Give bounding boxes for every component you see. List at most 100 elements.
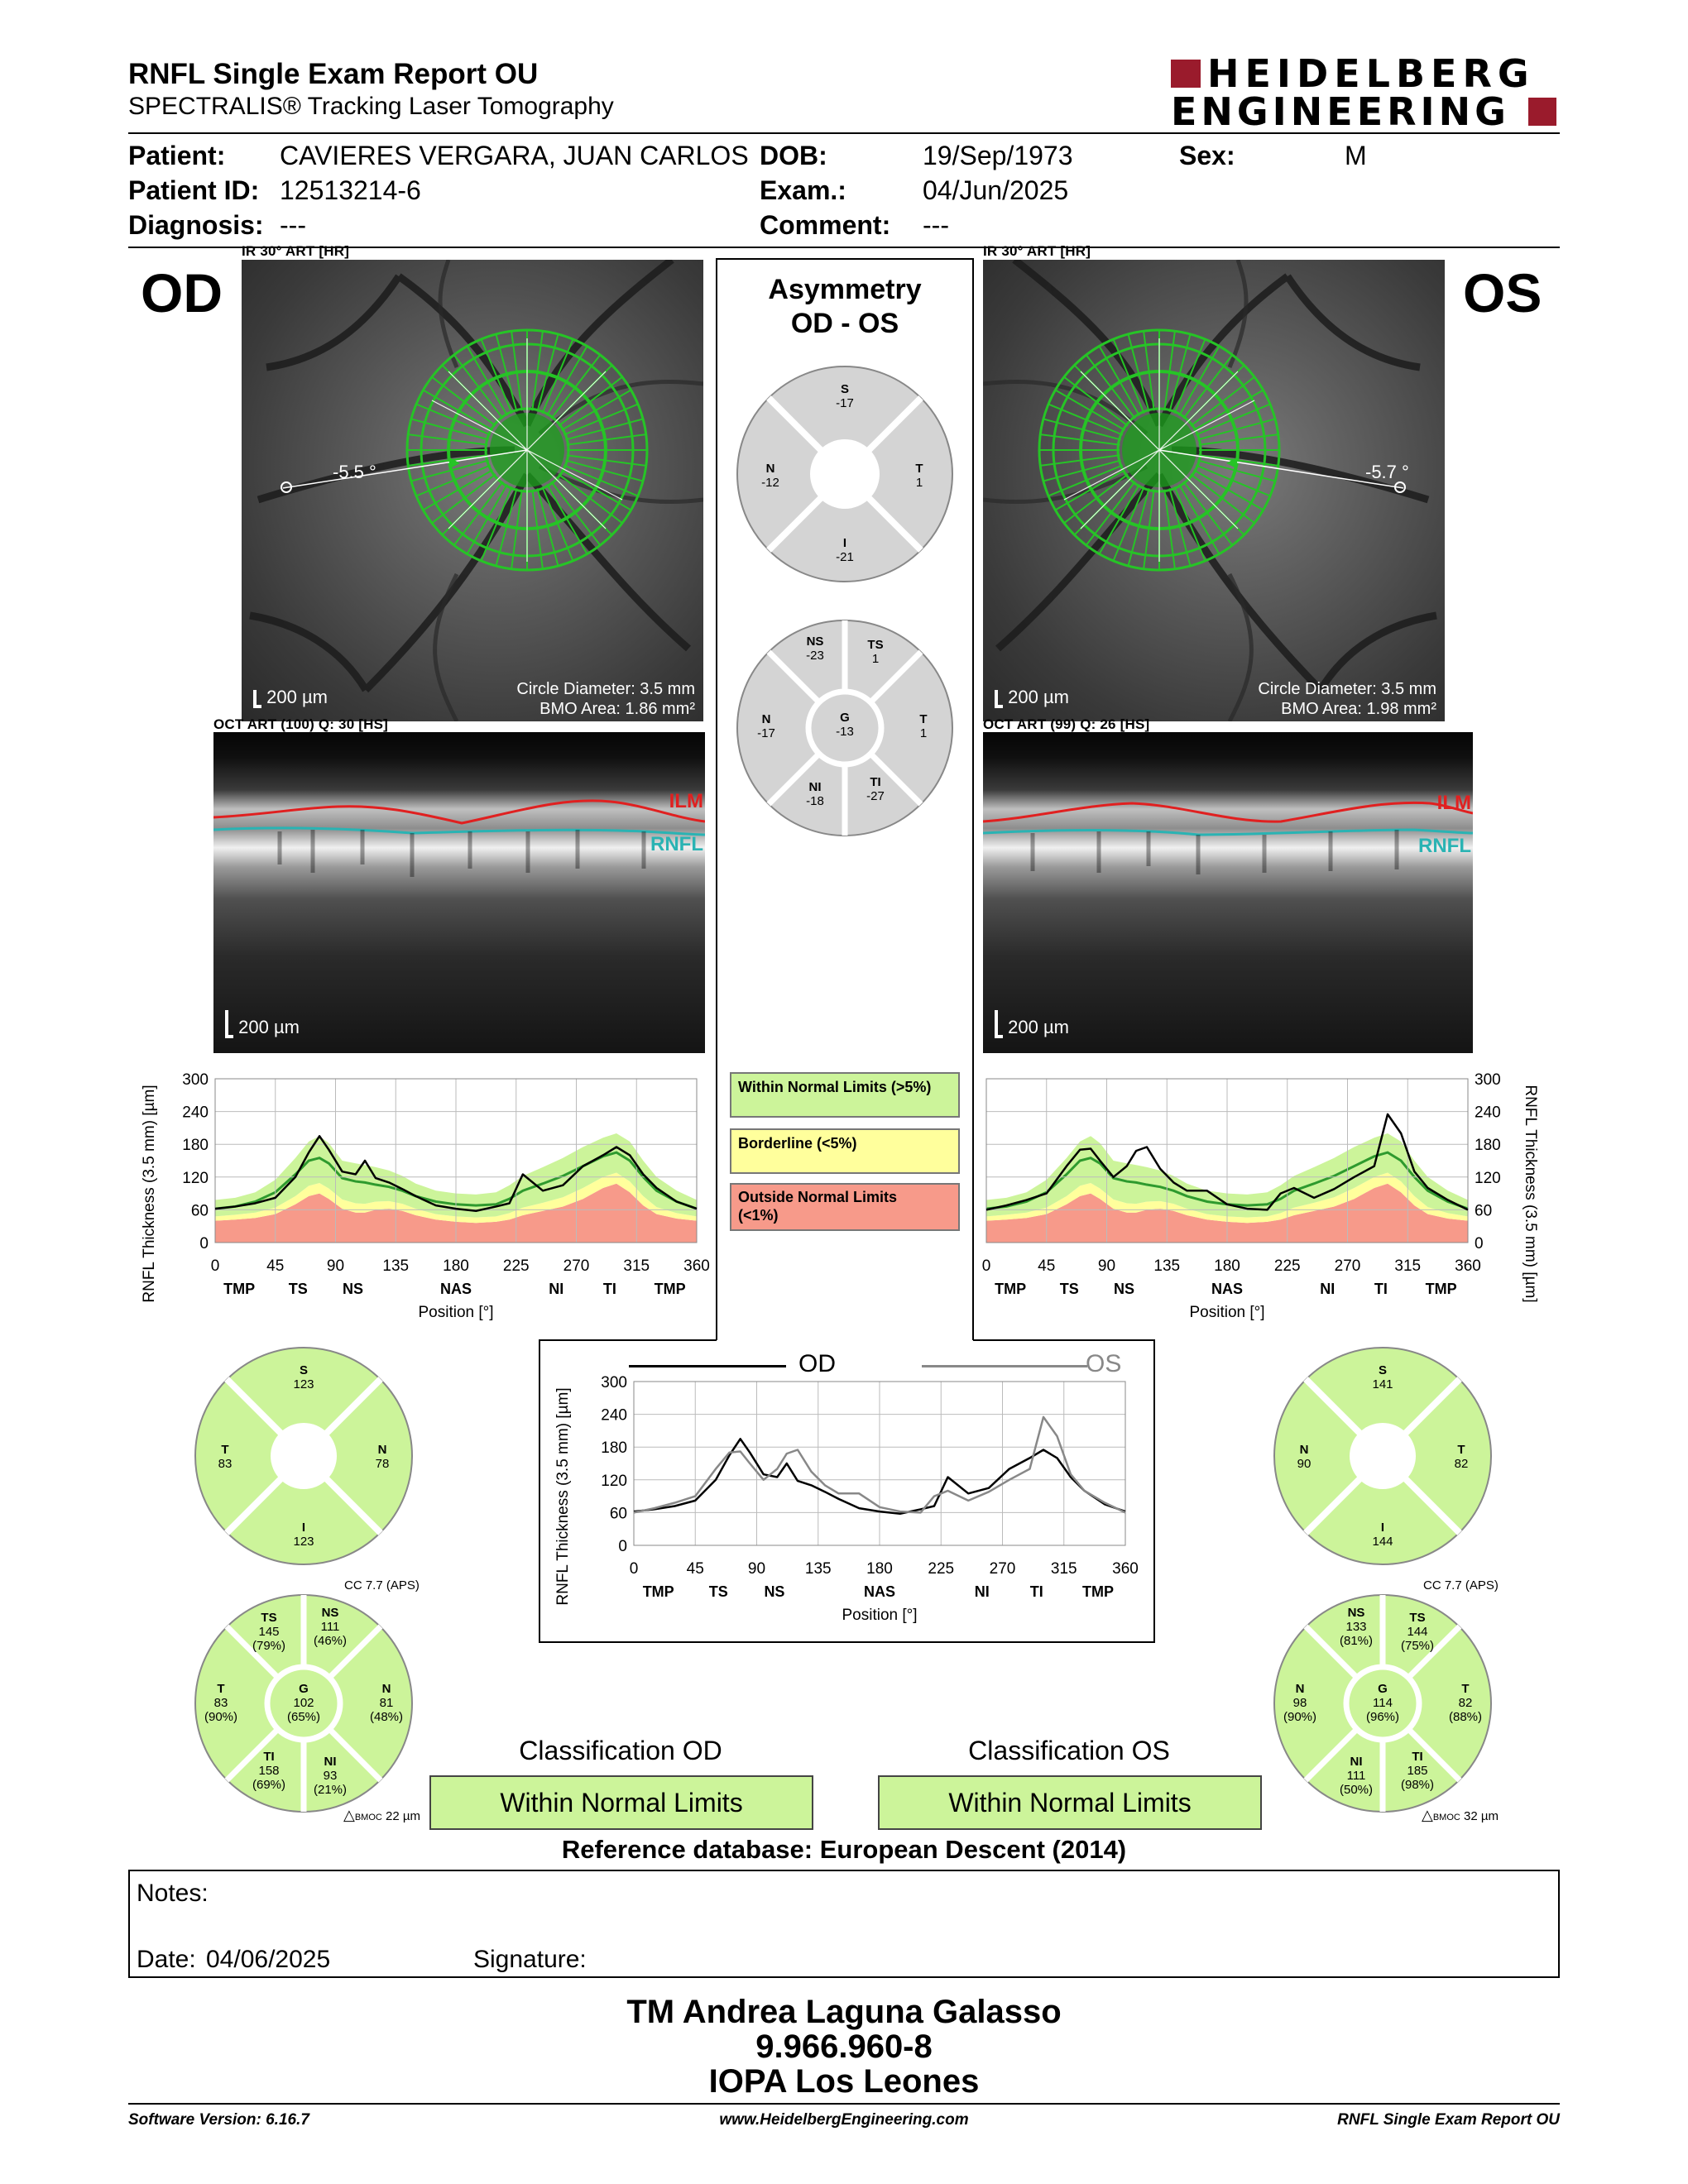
od-cc-label: CC 7.7 (APS): [344, 1578, 420, 1592]
x-tick-label: 0: [630, 1560, 639, 1578]
scan-ray: [1193, 389, 1264, 431]
x-tick-label: 270: [990, 1560, 1016, 1578]
dob-label: DOB:: [760, 141, 827, 170]
ou-legend-od-label: OD: [798, 1350, 836, 1377]
od-q-n: N 78: [375, 1443, 390, 1471]
asym-s-n: N -17: [757, 712, 775, 740]
od-s-ni-pct: (21%): [313, 1783, 347, 1797]
od-s-ns-value: 111: [320, 1620, 340, 1634]
asym-s-ns-value: -23: [806, 649, 824, 663]
notes-box[interactable]: Notes: Date: 04/06/2025 Signature:: [128, 1870, 1560, 1978]
ou-legend-os-line: [922, 1365, 1087, 1367]
scan-ray: [1190, 473, 1255, 524]
scan-ray: [1112, 338, 1145, 414]
y-tick-label: 180: [182, 1137, 209, 1154]
scan-ray: [1197, 418, 1276, 441]
od-s-n: N 81 (48%): [369, 1682, 403, 1724]
scan-ray: [410, 418, 489, 441]
comment-value: ---: [923, 210, 949, 240]
classification-od-box: Within Normal Limits: [429, 1775, 813, 1830]
scan-ray: [1040, 454, 1120, 467]
delta-icon: △: [1422, 1807, 1433, 1823]
os-s-g-value: 114: [1373, 1696, 1393, 1710]
region-label: TMP: [1426, 1281, 1457, 1297]
region-label: NAS: [440, 1281, 472, 1297]
os-s-ni-pct: (50%): [1339, 1783, 1373, 1797]
od-s-ni-value: 93: [323, 1769, 338, 1783]
scan-ray: [536, 488, 559, 567]
os-oct-scale-bar-icon: [995, 1010, 1003, 1038]
signer-id: 9.966.960-8: [755, 2028, 933, 2065]
scan-ray: [563, 464, 639, 497]
x-tick-label: 45: [1038, 1257, 1055, 1275]
od-s-n-value: 81: [379, 1696, 394, 1710]
od-s-t-value: 83: [213, 1696, 228, 1710]
legend-within-normal: Within Normal Limits (>5%): [730, 1072, 960, 1118]
scan-ray: [1173, 338, 1206, 414]
patient-label: Patient:: [128, 141, 226, 170]
od-delta-value: 22 µm: [386, 1809, 421, 1823]
x-axis-label: Position [°]: [1189, 1304, 1264, 1321]
os-s-t-pct: (88%): [1448, 1710, 1482, 1724]
region-label: TI: [1030, 1583, 1043, 1600]
patient-id-label: Patient ID:: [128, 175, 260, 205]
scan-ray: [480, 338, 513, 414]
od-s-g-pct: (65%): [286, 1710, 320, 1724]
header-divider: [128, 132, 1560, 134]
scan-ray: [1198, 433, 1278, 446]
od-rnfl-label: RNFL: [650, 833, 703, 855]
signer-institution: IOPA Los Leones: [708, 2063, 980, 2100]
od-sector-wheel: TS 145 (79%) NS 111 (46%) T 83 (90%) G 102 (65%)…: [193, 1592, 415, 1814]
bmoc-subscript: BMOC: [1432, 1813, 1460, 1822]
od-oct-bscan: ILM RNFL 200 µm: [213, 732, 705, 1053]
od-s-ns-pct: (46%): [313, 1634, 347, 1648]
os-q-i-value: 144: [1372, 1535, 1393, 1549]
x-tick-label: 270: [1335, 1257, 1361, 1275]
x-tick-label: 225: [1274, 1257, 1301, 1275]
od-s-ti-value: 158: [258, 1764, 280, 1778]
scan-ray: [1127, 488, 1150, 567]
od-s-n-pct: (48%): [369, 1710, 403, 1724]
x-tick-label: 90: [1098, 1257, 1115, 1275]
os-ilm-label: ILM: [1436, 792, 1471, 814]
date-label: Date:: [137, 1946, 196, 1973]
od-angle-label: -5.5 °: [333, 462, 376, 482]
reference-database: Reference database: European Descent (20…: [561, 1835, 1127, 1864]
scan-ray: [558, 473, 623, 524]
os-q-n: N 90: [1297, 1443, 1312, 1471]
scan-ray: [1127, 333, 1150, 412]
os-oct-bscan: ILM RNFL 200 µm: [983, 732, 1473, 1053]
scan-ray: [415, 464, 492, 497]
os-oct-scale: 200 µm: [995, 1010, 1069, 1038]
region-label: NI: [1320, 1281, 1335, 1297]
od-eye-label: OD: [141, 262, 223, 323]
scan-ray: [495, 333, 518, 412]
od-sector-svg: [194, 1594, 413, 1813]
region-label: NI: [975, 1583, 990, 1600]
asym-q-n: N -12: [761, 462, 779, 490]
legend-outside-normal: Outside Normal Limits (<1%): [730, 1183, 960, 1231]
signer-name: TM Andrea Laguna Galasso: [626, 1994, 1062, 2030]
os-fundus-scale: 200 µm: [995, 687, 1069, 708]
od-ilm-label: ILM: [669, 790, 703, 812]
os-rnfl-label: RNFL: [1418, 835, 1471, 857]
asymmetry-title-line2: OD - OS: [790, 308, 899, 339]
region-label: NAS: [1211, 1281, 1243, 1297]
scan-ray: [1063, 376, 1129, 427]
patient-divider: [128, 247, 1560, 248]
y-tick-label: 60: [191, 1202, 209, 1219]
notes-label: Notes:: [137, 1880, 209, 1907]
region-label: NAS: [864, 1583, 895, 1600]
x-tick-label: 135: [805, 1560, 832, 1578]
scan-ray: [1173, 486, 1206, 562]
scan-ray: [531, 331, 544, 411]
x-tick-label: 45: [687, 1560, 704, 1578]
footer-software: Software Version: 6.16.7: [128, 2111, 309, 2129]
asym-s-t-value: 1: [919, 726, 928, 740]
scan-ray: [550, 481, 602, 546]
scan-ray: [1198, 454, 1278, 467]
scan-ray: [1163, 331, 1176, 411]
footer-website[interactable]: www.HeidelbergEngineering.com: [719, 2111, 969, 2129]
